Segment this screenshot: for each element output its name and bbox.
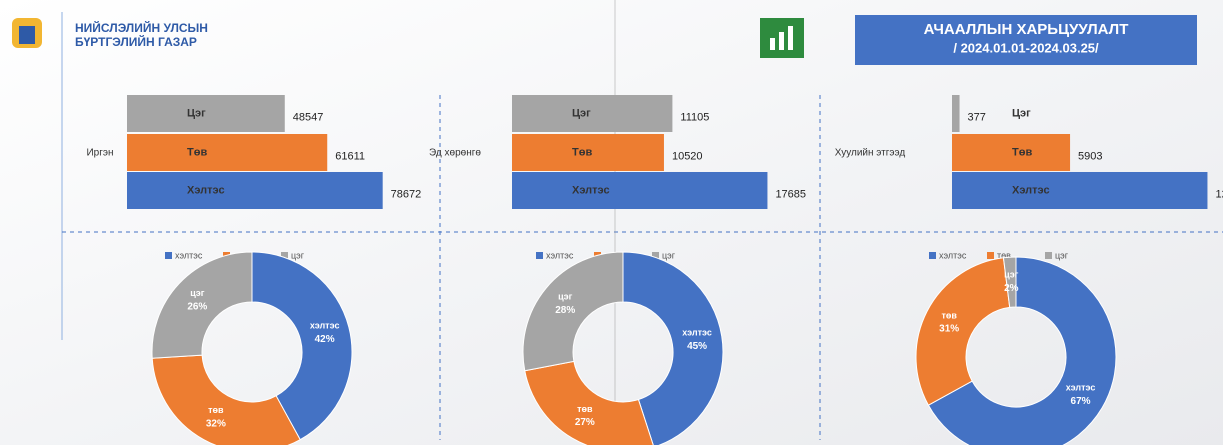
bar-category: Төв [1012, 146, 1032, 158]
bar-category: Хэлтэс [187, 184, 225, 196]
value-label: 17685 [775, 188, 806, 200]
bar-category: Төв [572, 146, 592, 158]
org-name: БҮРТГЭЛИЙН ГАЗАР [75, 34, 197, 49]
slice-value: 28% [555, 305, 575, 316]
legend-label: хэлтэс [939, 250, 967, 260]
legend-label: цэг [662, 250, 676, 260]
donut-slice [622, 251, 724, 445]
legend-swatch [281, 252, 288, 259]
donut-slice [524, 360, 654, 445]
donut-slice [151, 251, 253, 359]
slice-value: 2% [1004, 283, 1019, 294]
value-label: 12773 [1215, 188, 1223, 200]
slice-value: 45% [687, 341, 707, 352]
bar [952, 95, 960, 132]
legend-swatch [987, 252, 994, 259]
legend-swatch [929, 252, 936, 259]
legend-swatch [652, 252, 659, 259]
slice-category: цэг [1004, 270, 1019, 280]
legend-label: төв [997, 250, 1011, 260]
slice-category: хэлтэс [310, 321, 340, 331]
legend-label: хэлтэс [546, 250, 574, 260]
legend-swatch [1045, 252, 1052, 259]
slice-value: 26% [187, 301, 207, 312]
group-label: Эд хөрөнгө [429, 148, 481, 159]
title: АЧААЛЛЫН ХАРЬЦУУЛАЛТ [924, 21, 1129, 38]
donut-slice [522, 251, 624, 372]
dividers [62, 95, 1223, 440]
bar [512, 134, 664, 171]
value-label: 61611 [335, 150, 365, 162]
legend-label: хэлтэс [175, 250, 203, 260]
legend-label: цэг [1055, 250, 1069, 260]
bar-category: Цэг [1012, 107, 1031, 119]
bar [127, 95, 285, 132]
bar [127, 172, 383, 209]
donut-slice [151, 354, 301, 445]
slice-value: 32% [206, 418, 226, 429]
bar-category: Төв [187, 146, 207, 158]
subtitle: / 2024.01.01-2024.03.25/ [953, 40, 1099, 55]
value-label: 5903 [1078, 150, 1102, 162]
bar [952, 134, 1071, 171]
group-label: Хуулийн этгээд [835, 148, 906, 159]
value-label: 377 [968, 111, 986, 123]
bar-category: Хэлтэс [572, 184, 610, 196]
slice-value: 27% [575, 417, 595, 428]
org-name: НИЙСЛЭЛИЙН УЛСЫН [75, 20, 208, 35]
donut-slice [915, 257, 1011, 406]
title-box [855, 15, 1197, 65]
value-label: 78672 [391, 188, 422, 200]
donut-slice [927, 256, 1117, 445]
bar [952, 172, 1208, 209]
chart-icon [760, 18, 804, 58]
logo [12, 18, 42, 48]
legend-label: цэг [291, 250, 305, 260]
slice-value: 31% [939, 324, 959, 335]
slice-category: төв [208, 405, 224, 415]
value-label: 10520 [672, 150, 703, 162]
slice-category: хэлтэс [1066, 383, 1096, 393]
bar-category: Цэг [572, 107, 591, 119]
bar-category: Цэг [187, 107, 206, 119]
slice-category: цэг [190, 288, 205, 298]
bar-category: Хэлтэс [1012, 184, 1050, 196]
bar [512, 95, 673, 132]
group-label: Иргэн [86, 148, 113, 159]
donut-slice [1002, 256, 1017, 308]
value-label: 48547 [293, 111, 324, 123]
legend-swatch [536, 252, 543, 259]
slice-category: хэлтэс [682, 328, 712, 338]
legend-swatch [165, 252, 172, 259]
slice-value: 42% [315, 334, 335, 345]
slice-value: 67% [1071, 396, 1091, 407]
donut-slice [251, 251, 353, 441]
bar [127, 134, 328, 171]
slice-category: төв [941, 310, 957, 320]
value-label: 11105 [680, 111, 709, 123]
slice-category: цэг [558, 292, 573, 302]
bar [512, 172, 768, 209]
slice-category: төв [577, 404, 593, 414]
